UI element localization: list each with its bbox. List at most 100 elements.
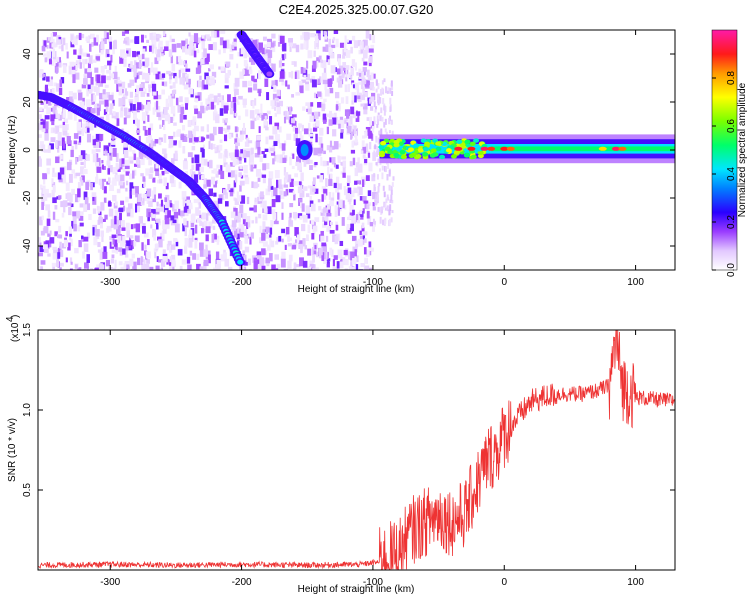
noise-cell <box>305 73 311 81</box>
noise-cell <box>337 54 341 62</box>
noise-cell <box>162 124 166 131</box>
noise-cell <box>58 178 63 183</box>
noise-cell <box>235 133 239 139</box>
noise-cell <box>99 92 104 100</box>
noise-cell <box>100 230 104 237</box>
noise-cell <box>82 52 88 57</box>
noise-cell <box>142 48 146 53</box>
noise-cell <box>319 127 324 136</box>
noise-cell <box>259 225 262 234</box>
noise-cell <box>188 202 193 207</box>
noise-cell <box>331 157 336 165</box>
noise-cell <box>115 153 119 163</box>
noise-cell <box>132 65 137 72</box>
noise-cell <box>210 143 213 150</box>
noise-cell <box>128 237 132 242</box>
noise-cell <box>230 100 233 109</box>
noise-cell <box>80 166 85 175</box>
noise-cell <box>237 227 240 234</box>
noise-cell <box>306 213 311 219</box>
noise-cell <box>133 119 136 124</box>
noise-cell <box>128 156 134 161</box>
noise-cell <box>388 117 391 125</box>
noise-cell <box>158 40 163 46</box>
noise-cell <box>262 241 266 247</box>
noise-cell <box>155 46 158 55</box>
noise-cell <box>356 111 361 116</box>
noise-cell <box>357 164 363 173</box>
noise-cell <box>365 175 370 181</box>
noise-cell <box>300 244 303 254</box>
noise-cell <box>298 181 302 186</box>
noise-cell <box>326 225 331 232</box>
noise-cell <box>350 46 353 54</box>
noise-cell <box>312 268 318 270</box>
noise-cell <box>146 154 151 160</box>
noise-cell <box>282 151 285 155</box>
noise-cell <box>310 102 314 107</box>
noise-cell <box>380 128 383 135</box>
noise-cell <box>132 150 136 155</box>
noise-cell <box>55 109 58 119</box>
noise-cell <box>77 181 82 189</box>
noise-cell <box>141 72 146 80</box>
noise-cell <box>301 124 304 132</box>
noise-cell <box>351 100 354 105</box>
noise-cell <box>92 138 98 146</box>
noise-cell <box>92 135 95 140</box>
carrier-speckle <box>408 147 415 152</box>
noise-cell <box>95 141 100 149</box>
noise-cell <box>197 37 201 44</box>
noise-cell <box>52 269 56 270</box>
noise-cell <box>96 205 100 211</box>
noise-cell <box>90 182 93 191</box>
noise-cell <box>83 243 89 252</box>
noise-cell <box>283 140 287 146</box>
noise-cell <box>112 111 116 116</box>
noise-cell <box>183 161 188 170</box>
noise-cell <box>353 199 356 206</box>
noise-cell <box>365 126 371 136</box>
noise-cell <box>285 111 290 119</box>
noise-cell <box>202 144 205 149</box>
noise-cell <box>83 74 87 78</box>
noise-cell <box>376 115 379 122</box>
carrier-speckle <box>384 146 391 152</box>
noise-cell <box>326 145 330 151</box>
noise-cell <box>354 180 358 185</box>
noise-cell <box>167 114 171 118</box>
noise-cell <box>268 135 274 140</box>
noise-cell <box>61 174 67 184</box>
noise-cell <box>309 115 314 122</box>
noise-cell <box>280 258 286 268</box>
noise-cell <box>141 264 145 270</box>
noise-cell <box>133 110 137 119</box>
noise-cell <box>176 43 181 48</box>
noise-cell <box>117 80 122 85</box>
noise-cell <box>52 32 58 37</box>
noise-cell <box>305 205 311 214</box>
noise-cell <box>252 101 255 109</box>
noise-cell <box>51 182 56 188</box>
noise-cell <box>209 93 214 98</box>
noise-cell <box>218 49 221 55</box>
carrier-speckle <box>439 154 446 160</box>
noise-cell <box>124 254 129 258</box>
noise-cell <box>169 76 172 84</box>
noise-cell <box>85 203 91 211</box>
noise-cell <box>386 174 389 181</box>
noise-cell <box>68 96 74 105</box>
noise-cell <box>163 46 169 51</box>
noise-cell <box>76 210 81 219</box>
noise-cell <box>379 115 382 122</box>
noise-cell <box>346 111 350 119</box>
noise-cell <box>136 119 140 129</box>
noise-cell <box>144 105 147 109</box>
noise-cell <box>363 247 367 255</box>
noise-cell <box>350 251 355 261</box>
noise-cell <box>104 32 109 40</box>
noise-cell <box>214 30 220 38</box>
noise-cell <box>192 135 195 145</box>
noise-cell <box>120 200 125 205</box>
noise-cell <box>48 59 52 65</box>
